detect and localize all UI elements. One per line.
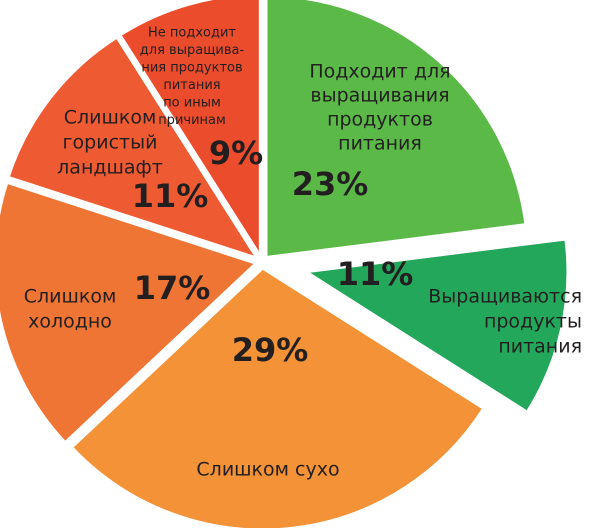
value-label: 17%: [134, 269, 211, 307]
pie-slice: [301, 237, 570, 415]
pie-slice: [117, 0, 262, 262]
value-label: 11%: [132, 177, 209, 215]
slice-label: Не подходит: [148, 26, 236, 41]
value-label: 11%: [337, 255, 414, 293]
slice-label: Слишком сухо: [196, 459, 339, 481]
slice-label: выращивания: [310, 85, 449, 107]
slice-label: продукты: [484, 311, 582, 333]
slice-label: холодно: [28, 311, 112, 333]
slice-label: Слишком: [64, 107, 157, 129]
slice-label: питания: [338, 133, 422, 155]
pie-slice: [6, 35, 261, 262]
slice-label: Слишком: [24, 286, 117, 308]
pie-slice: [69, 266, 486, 528]
slice-label: питания: [498, 336, 582, 358]
slice-label: причинам: [158, 113, 226, 128]
value-label: 23%: [292, 165, 369, 203]
slice-label: гористый: [63, 132, 158, 154]
value-label: 29%: [232, 331, 309, 369]
slice-label: по иным: [163, 96, 221, 111]
value-label: 9%: [209, 134, 263, 172]
slice-label: ландшафт: [57, 157, 163, 179]
slice-label: ния продуктов: [141, 61, 242, 76]
slice-label: Подходит для: [309, 61, 450, 83]
slice-label: Выращиваются: [428, 286, 582, 308]
slice-label: питания: [163, 78, 220, 93]
slice-label: продуктов: [327, 109, 433, 131]
slice-label: для выращива-: [140, 43, 245, 58]
pie-slice: [0, 180, 260, 445]
pie-slice: [264, 0, 528, 260]
